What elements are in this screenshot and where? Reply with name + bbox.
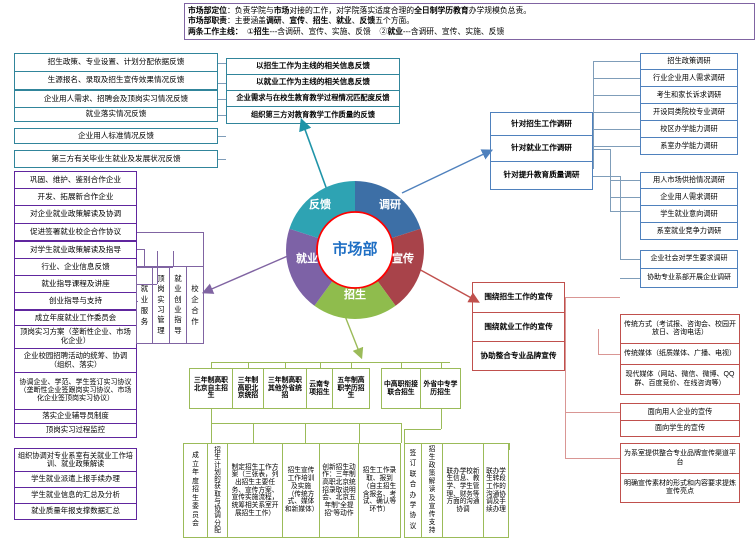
svg-text:调研: 调研: [379, 197, 401, 211]
svg-text:市场部: 市场部: [332, 240, 377, 258]
svg-text:招生: 招生: [344, 287, 366, 301]
svg-text:宣传: 宣传: [392, 251, 414, 265]
svg-text:反馈: 反馈: [309, 197, 331, 211]
svg-text:就业: 就业: [296, 251, 318, 265]
